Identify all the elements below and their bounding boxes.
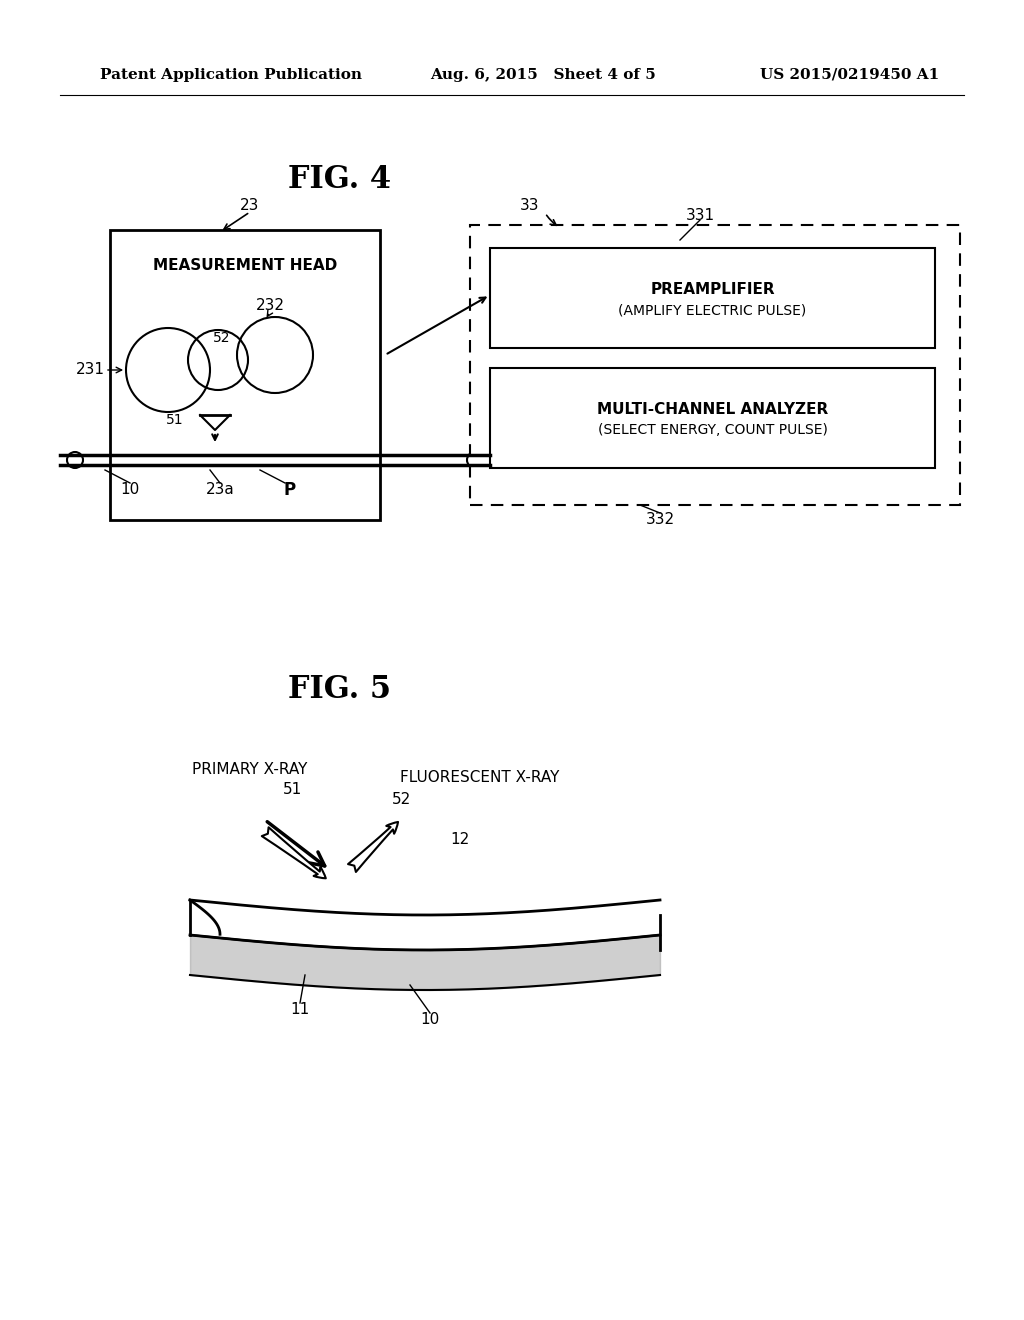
Text: (SELECT ENERGY, COUNT PULSE): (SELECT ENERGY, COUNT PULSE) [598, 422, 827, 437]
Text: 231: 231 [76, 363, 104, 378]
Text: 232: 232 [256, 297, 285, 313]
Bar [110, 230, 380, 520]
Text: 332: 332 [645, 512, 675, 528]
Text: 10: 10 [121, 483, 139, 498]
Text: 52: 52 [213, 331, 230, 345]
Text: MEASUREMENT HEAD: MEASUREMENT HEAD [153, 257, 337, 272]
Text: 51: 51 [166, 413, 184, 426]
Text: PRIMARY X-RAY: PRIMARY X-RAY [193, 763, 307, 777]
Text: 10: 10 [421, 1012, 439, 1027]
Text: (AMPLIFY ELECTRIC PULSE): (AMPLIFY ELECTRIC PULSE) [618, 304, 807, 317]
Text: Aug. 6, 2015   Sheet 4 of 5: Aug. 6, 2015 Sheet 4 of 5 [430, 69, 655, 82]
Text: FIG. 4: FIG. 4 [289, 165, 391, 195]
Text: 23: 23 [241, 198, 260, 213]
Text: PREAMPLIFIER: PREAMPLIFIER [650, 282, 775, 297]
Bar [490, 368, 935, 469]
Text: P: P [284, 480, 296, 499]
Text: 12: 12 [450, 833, 469, 847]
Text: US 2015/0219450 A1: US 2015/0219450 A1 [760, 69, 939, 82]
Text: Patent Application Publication: Patent Application Publication [100, 69, 362, 82]
Text: 331: 331 [685, 207, 715, 223]
Text: 51: 51 [283, 783, 302, 797]
Text: 33: 33 [520, 198, 540, 213]
Text: 52: 52 [392, 792, 412, 808]
Bar [490, 248, 935, 348]
Text: 23a: 23a [206, 483, 234, 498]
Text: MULTI-CHANNEL ANALYZER: MULTI-CHANNEL ANALYZER [597, 403, 828, 417]
Bar [470, 224, 961, 506]
Text: FIG. 5: FIG. 5 [289, 675, 391, 705]
Text: FLUORESCENT X-RAY: FLUORESCENT X-RAY [400, 771, 560, 785]
Text: 11: 11 [291, 1002, 309, 1018]
